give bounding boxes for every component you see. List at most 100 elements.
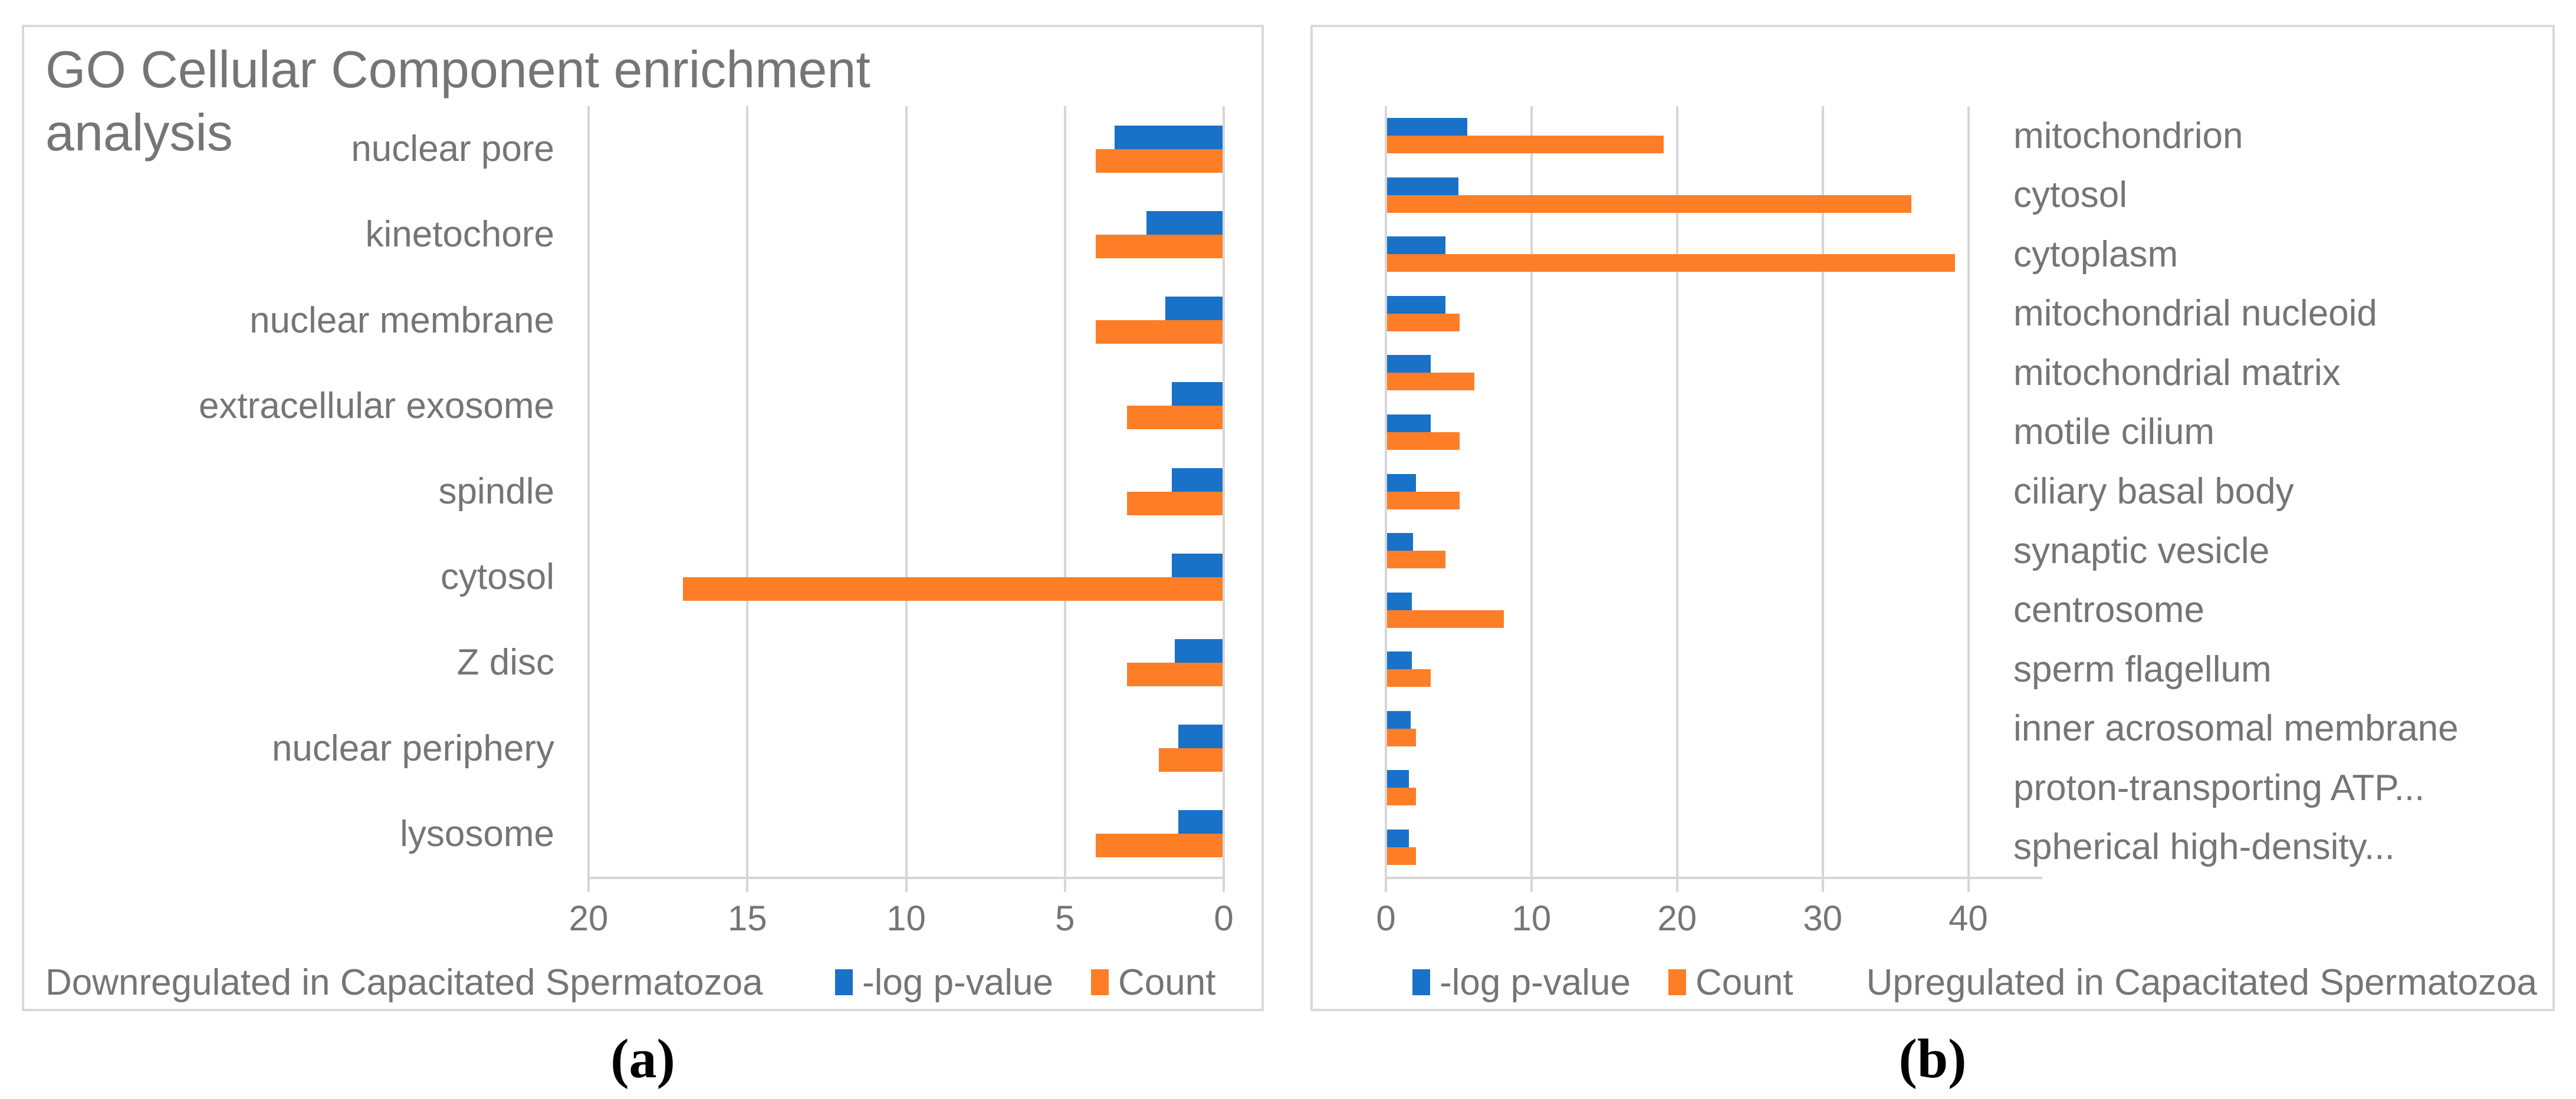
bar-log-p-value	[1171, 468, 1223, 492]
bar-log-p-value	[1387, 473, 1417, 492]
axis-tick	[746, 877, 749, 892]
bar-count	[1387, 728, 1417, 746]
bar-count	[1387, 136, 1664, 154]
bar-log-p-value	[1146, 210, 1223, 235]
count-swatch-icon	[1668, 969, 1686, 995]
axis-tick	[1967, 877, 1970, 892]
category-label: cytoplasm	[2013, 233, 2179, 275]
bar-log-p-value	[1387, 592, 1412, 610]
category-label: synaptic vesicle	[2013, 530, 2270, 571]
axis-tick-label: 0	[1214, 899, 1234, 938]
bar-count	[1387, 551, 1445, 569]
axis-tick-label: 0	[1376, 899, 1396, 938]
bar-count	[1387, 254, 1955, 272]
bar-count	[1387, 491, 1460, 509]
category-label: sperm flagellum	[2013, 649, 2272, 690]
legend-count-label: Count	[1118, 962, 1216, 1003]
chart-title: GO Cellular Component enrichment analysi…	[45, 40, 870, 162]
axis-tick-label: 30	[1803, 899, 1843, 938]
legend-pvalue-label: -log p-value	[862, 962, 1053, 1003]
axis-footer-upregulated: Upregulated in Capacitated Spermatozoa	[1866, 962, 2537, 1003]
category-label: mitochondrial nucleoid	[2013, 293, 2377, 334]
caption-b: (b)	[1898, 1028, 1967, 1090]
gridline	[1675, 106, 1678, 877]
bar-log-p-value	[1387, 414, 1431, 432]
category-label: mitochondrion	[2013, 115, 2243, 156]
category-label: proton-transporting ATP...	[2013, 767, 2425, 808]
axis-tick	[905, 877, 908, 892]
axis-footer-downregulated: Downregulated in Capacitated Spermatozoa	[45, 962, 763, 1003]
gridline	[587, 106, 590, 877]
category-label: cytosol	[441, 557, 554, 598]
bar-count	[1387, 373, 1475, 391]
bar-count	[1387, 847, 1417, 865]
gridline	[905, 106, 908, 877]
bar-log-p-value	[1387, 651, 1412, 670]
legend-item-pvalue: -log p-value	[1412, 962, 1631, 1003]
bar-count	[1095, 320, 1223, 344]
legend-item-pvalue: -log p-value	[835, 962, 1053, 1003]
category-label: extracellular exosome	[198, 385, 554, 426]
axis-tick-label: 20	[1657, 899, 1697, 938]
bar-count	[1095, 234, 1223, 258]
gridline	[1821, 106, 1824, 877]
axis-tick	[587, 877, 590, 892]
legend-pvalue-label: -log p-value	[1440, 962, 1631, 1003]
category-label: nuclear periphery	[271, 728, 554, 769]
axis-tick	[1675, 877, 1678, 892]
category-label: kinetochore	[365, 214, 554, 255]
axis-tick	[1530, 877, 1533, 892]
gridline	[1223, 106, 1225, 877]
bar-count	[1387, 610, 1504, 628]
gridline	[1967, 106, 1970, 877]
axis-tick-label: 10	[1512, 899, 1552, 938]
bar-count	[1387, 669, 1431, 687]
bar-log-p-value	[1175, 639, 1223, 663]
bar-log-p-value	[1387, 770, 1409, 788]
axis-tick	[1063, 877, 1066, 892]
bar-log-p-value	[1387, 533, 1414, 551]
bar-count	[1387, 313, 1460, 331]
category-label: spindle	[438, 470, 554, 512]
axis-tick	[1223, 877, 1225, 892]
bar-count	[682, 577, 1223, 601]
bar-log-p-value	[1387, 710, 1411, 729]
category-label: cytosol	[2013, 175, 2127, 216]
bar-count	[1127, 662, 1223, 686]
legend-upregulated: -log p-value Count	[1412, 957, 1793, 1007]
count-swatch-icon	[1090, 969, 1109, 995]
category-axis-line	[587, 877, 1225, 879]
gridline	[1063, 106, 1066, 877]
category-label: centrosome	[2013, 590, 2204, 631]
bar-log-p-value	[1114, 125, 1223, 149]
bar-log-p-value	[1387, 236, 1445, 255]
bar-count	[1127, 491, 1223, 515]
bar-log-p-value	[1387, 118, 1467, 136]
caption-a: (a)	[610, 1028, 675, 1090]
category-axis-line	[1385, 877, 2042, 879]
bar-log-p-value	[1387, 829, 1409, 847]
axis-tick-label: 40	[1949, 899, 1988, 938]
bar-count	[1387, 432, 1460, 450]
category-label: lysosome	[400, 813, 554, 854]
pvalue-swatch-icon	[835, 969, 853, 995]
category-label: inner acrosomal membrane	[2013, 708, 2459, 749]
bar-log-p-value	[1171, 553, 1223, 577]
bar-count	[1095, 149, 1223, 173]
axis-tick-label: 20	[569, 899, 609, 938]
panel-downregulated: GO Cellular Component enrichment analysi…	[22, 25, 1264, 1011]
gridline	[1530, 106, 1533, 877]
bar-log-p-value	[1387, 177, 1458, 195]
category-label: nuclear pore	[351, 129, 554, 170]
legend-item-count: Count	[1090, 962, 1216, 1003]
panel-upregulated: 0 10 20 30 40 mitochondrion cytosol cytoplasm m…	[1310, 25, 2555, 1011]
legend-count-label: Count	[1695, 962, 1793, 1003]
category-label: nuclear membrane	[249, 300, 554, 341]
gridline	[1385, 106, 1387, 877]
pvalue-swatch-icon	[1412, 969, 1430, 995]
bar-count	[1095, 834, 1223, 858]
legend-downregulated: -log p-value Count	[835, 957, 1215, 1007]
bar-log-p-value	[1178, 810, 1223, 834]
bar-log-p-value	[1387, 355, 1431, 373]
